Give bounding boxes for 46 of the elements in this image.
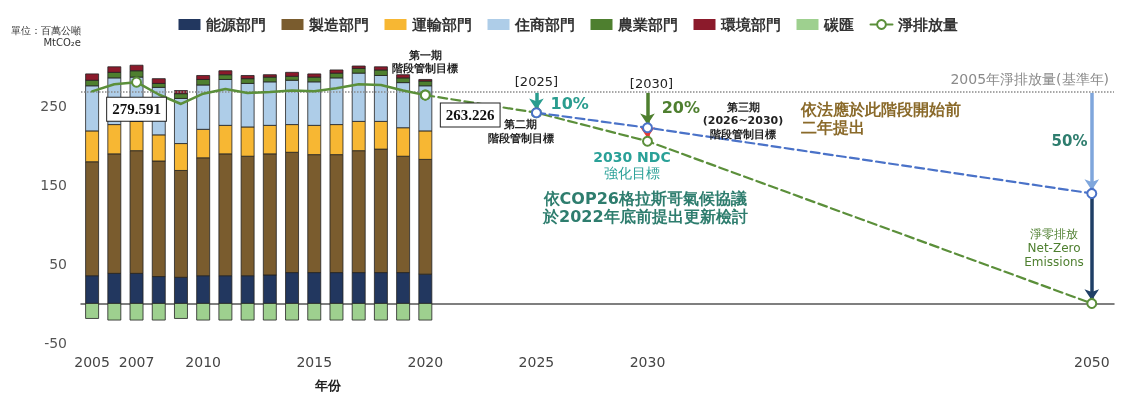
annotation: 二年提出 — [800, 118, 865, 138]
legend-label: 碳匯 — [822, 15, 854, 34]
annotation: [2025] — [514, 74, 559, 90]
annotation: Emissions — [1024, 255, 1084, 270]
annotation: 10% — [550, 94, 589, 114]
annotation: [2030] — [629, 76, 674, 92]
annotation: 第三期 — [725, 100, 760, 114]
annotation: 依COP26格拉斯哥氣候協議 — [542, 188, 747, 208]
legend-label: 農業部門 — [616, 15, 678, 34]
legend-label: 運輸部門 — [410, 15, 472, 34]
y-tick-label: -50 — [44, 335, 67, 351]
annotation: 階段管制目標 — [710, 127, 777, 141]
legend-label: 淨排放量 — [896, 15, 958, 34]
annotation: 第二期 — [503, 118, 538, 132]
legend-label: 環境部門 — [719, 15, 781, 34]
x-tick-label: 2025 — [518, 354, 555, 370]
legend-label: 能源部門 — [205, 15, 266, 34]
annotation: 20% — [661, 97, 700, 117]
annotation: 階段管制目標 — [487, 131, 554, 145]
annotation: Net-Zero — [1027, 241, 1081, 256]
text: 第一期 — [407, 49, 442, 63]
annotation: 於2022年底前提出更新檢討 — [542, 206, 748, 226]
annotation: (2026~2030) — [702, 114, 784, 128]
data-label: 279.591 — [112, 101, 161, 118]
x-tick-label: 2010 — [185, 354, 221, 370]
y-tick-label: 50 — [49, 255, 67, 272]
y-tick-label: 150 — [40, 176, 67, 193]
ref-line-label: 2005年淨排放量(基準年) — [950, 71, 1109, 88]
legend-label: 住商部門 — [513, 15, 575, 34]
x-tick-label: 2005 — [74, 354, 110, 370]
x-axis-title: 年份 — [313, 378, 342, 393]
x-tick-label: 2050 — [1073, 354, 1110, 370]
annotation: 50% — [1051, 132, 1088, 151]
annotation: 強化目標 — [603, 164, 660, 181]
x-tick-label: 2020 — [407, 354, 444, 370]
x-tick-label: 2030 — [629, 354, 666, 370]
data-label: 263.226 — [445, 107, 496, 124]
annotation: 淨零排放 — [1030, 226, 1079, 241]
y-tick-label: 250 — [40, 97, 67, 114]
y-axis-title: 單位：百萬公噸 MtCO₂e — [11, 24, 81, 48]
annotation: 階段管制目標 — [392, 61, 459, 75]
x-tick-label: 2015 — [296, 354, 333, 370]
annotation: 依法應於此階段開始前 — [799, 100, 961, 120]
legend-label: 製造部門 — [307, 15, 369, 34]
annotation: 2030 NDC — [593, 149, 671, 166]
x-tick-label: 2007 — [118, 354, 155, 370]
